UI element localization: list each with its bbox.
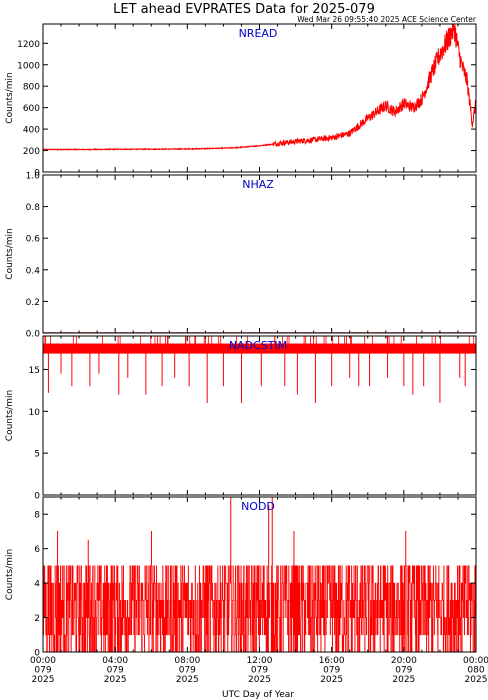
panel-label: NADCSTIM bbox=[229, 339, 287, 352]
y-tick-label: 5 bbox=[34, 450, 40, 460]
x-tick-label-line: 2025 bbox=[248, 675, 271, 685]
panel-label: NREAD bbox=[239, 27, 278, 40]
panel-nread: 0 200 400 600 800 1000 1200 NREAD Counts/min bbox=[5, 23, 477, 179]
y-tick-label: 600 bbox=[23, 104, 40, 114]
panel-nadcstim: 0 5 10 15 NADCSTIM Counts/min bbox=[5, 335, 477, 502]
y-tick-label: 0 bbox=[34, 169, 40, 179]
y-axis-label: Counts/min bbox=[5, 390, 15, 441]
y-tick-label: 0 bbox=[34, 492, 40, 502]
y-tick-label: 200 bbox=[23, 147, 40, 157]
y-tick-label: 6 bbox=[34, 545, 40, 555]
panels: 020040060080010001200NREADCounts/min0.00… bbox=[5, 23, 477, 659]
series-line bbox=[43, 497, 476, 652]
x-tick-label-line: 080 bbox=[467, 666, 484, 676]
panel-label: NODD bbox=[241, 500, 275, 513]
series-nadcstim bbox=[43, 336, 476, 403]
y-tick-label: 15 bbox=[29, 366, 40, 376]
x-tick-label-line: 079 bbox=[107, 666, 124, 676]
x-tick-label-line: 2025 bbox=[392, 675, 415, 685]
x-tick-label-line: 079 bbox=[323, 666, 340, 676]
y-tick-label: 8 bbox=[34, 511, 40, 521]
panel-frame bbox=[42, 335, 477, 496]
y-tick-label: 0.0 bbox=[26, 330, 41, 340]
x-tick-label-line: 08:00 bbox=[174, 656, 200, 666]
x-tick-label-line: 2025 bbox=[176, 675, 199, 685]
y-axis-label: Counts/min bbox=[5, 72, 15, 123]
x-tick-label-line: 16:00 bbox=[319, 656, 345, 666]
series-nodd bbox=[43, 497, 476, 652]
panel-nodd: 0 2 4 6 8 NODD Counts/min bbox=[5, 496, 477, 659]
y-tick-label: 0 bbox=[34, 649, 40, 659]
x-tick-label-line: 079 bbox=[34, 666, 51, 676]
y-tick-label: 400 bbox=[23, 126, 40, 136]
y-tick-label: 0.2 bbox=[26, 298, 40, 308]
y-tick-label: 2 bbox=[34, 614, 40, 624]
series-band bbox=[43, 343, 476, 354]
x-axis-label: UTC Day of Year bbox=[222, 690, 294, 700]
y-tick-label: 0.6 bbox=[26, 235, 41, 245]
x-tick-label-line: 079 bbox=[395, 666, 412, 676]
x-tick-label-line: 2025 bbox=[320, 675, 343, 685]
y-axis-label: Counts/min bbox=[5, 549, 15, 600]
y-tick-label: 800 bbox=[23, 83, 40, 93]
x-tick-label-line: 04:00 bbox=[102, 656, 128, 666]
figure-title: LET ahead EVPRATES Data for 2025-079 bbox=[113, 2, 375, 17]
y-tick-label: 0.8 bbox=[26, 203, 41, 213]
figure-subtitle: Wed Mar 26 09:55:40 2025 ACE Science Cen… bbox=[297, 15, 477, 24]
y-tick-label: 0.4 bbox=[26, 266, 41, 276]
panel-nhaz: 0.0 0.2 0.4 0.6 0.8 1.0 NHAZ Counts/min bbox=[5, 172, 477, 340]
x-tick-label-line: 2025 bbox=[465, 675, 488, 685]
y-tick-label: 4 bbox=[34, 580, 40, 590]
panel-label: NHAZ bbox=[242, 178, 274, 191]
y-tick-label: 10 bbox=[29, 408, 41, 418]
panel-frame bbox=[42, 174, 477, 334]
x-tick-label-line: 00:00 bbox=[30, 656, 56, 666]
x-tick-label-line: 2025 bbox=[104, 675, 127, 685]
x-tick-label-line: 079 bbox=[179, 666, 196, 676]
y-tick-label: 1.0 bbox=[26, 172, 41, 182]
y-tick-label: 1200 bbox=[17, 40, 40, 50]
series-nread bbox=[43, 24, 476, 151]
y-tick-label: 1000 bbox=[17, 61, 40, 71]
x-tick-label-line: 079 bbox=[251, 666, 268, 676]
series-line bbox=[43, 24, 476, 151]
x-tick-label-line: 20:00 bbox=[391, 656, 417, 666]
y-axis-label: Counts/min bbox=[5, 228, 15, 279]
x-tick-label-line: 2025 bbox=[32, 675, 55, 685]
x-tick-label-line: 12:00 bbox=[247, 656, 273, 666]
x-axis: 00:00079202504:00079202508:00079202512:0… bbox=[30, 656, 488, 685]
x-tick-label-line: 00:00 bbox=[463, 656, 488, 666]
